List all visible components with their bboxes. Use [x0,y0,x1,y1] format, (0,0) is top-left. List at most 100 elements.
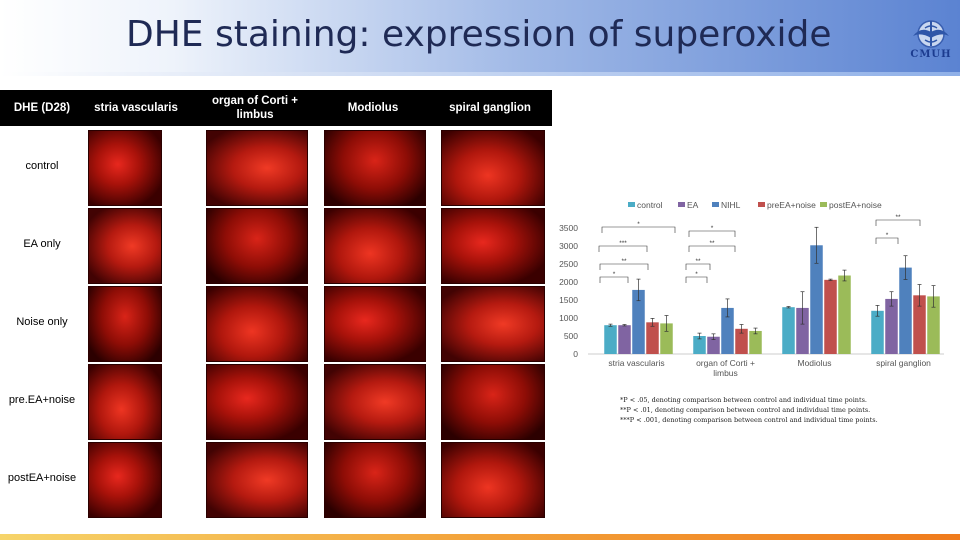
x-tick-label: limbus [713,368,738,378]
legend-swatch [712,202,719,207]
y-tick-label: 3500 [559,223,578,233]
significance-bracket [688,245,736,252]
university-logo-icon [913,20,949,48]
dhe-stain-image [206,442,308,518]
significance-bracket [685,263,711,270]
bar [927,296,940,354]
significance-label: *** [619,240,627,247]
row-label: Noise only [16,316,68,328]
y-tick-label: 1000 [559,313,578,323]
dhe-stain-image [206,208,308,284]
bar [810,245,823,354]
legend-label: NIHL [721,200,741,210]
significance-label: ** [695,258,701,265]
significance-label: * [637,221,640,228]
significance-bracket [688,230,736,237]
dhe-stain-image [441,286,545,362]
significance-bracket [599,263,649,270]
significance-bracket [598,245,648,252]
significance-label: ** [621,258,627,265]
footer-bar [0,534,960,540]
dhe-stain-image [441,208,545,284]
x-tick-label: spiral ganglion [876,358,931,368]
x-tick-label: stria vascularis [608,358,664,368]
row-label: control [25,160,59,172]
bar [899,267,912,354]
significance-label: * [613,271,616,278]
significance-label: ** [709,240,715,247]
column-header: Modiolus [347,102,399,114]
legend-swatch [758,202,765,207]
dhe-stain-image [324,130,426,206]
dhe-stain-image [324,286,426,362]
bar [749,330,762,354]
bar [838,275,851,354]
superoxide-bar-chart: control EA NIHL preEA+noise postEA+noise 0 500… [559,200,944,378]
bar [796,307,809,354]
dhe-stain-image [88,286,162,362]
dhe-image-grid: DHE (D28) stria vascularis organ of Cort… [0,90,552,520]
significance-label: * [886,232,889,239]
dhe-stain-image [88,130,162,206]
dhe-stain-image [441,130,545,206]
bar [632,289,645,354]
bar [782,307,795,354]
bar [871,310,884,354]
footnote: ***P < .001, denoting comparison between… [620,416,878,424]
significance-label: * [695,271,698,278]
legend-label: control [637,200,663,210]
dhe-stain-image [206,286,308,362]
grid-header-row: DHE (D28) stria vascularis organ of Cort… [0,90,552,126]
bar [660,323,673,354]
significance-bracket [685,276,708,283]
bar [693,336,706,354]
dhe-stain-image [206,130,308,206]
row-label: pre.EA+noise [8,394,76,406]
y-tick-label: 3000 [559,241,578,251]
x-tick-label: Modiolus [797,358,831,368]
logo-text: CMUH [910,49,952,60]
y-tick-label: 500 [564,331,578,341]
legend-label: preEA+noise [767,200,816,210]
bar [885,298,898,354]
header-banner [0,0,960,72]
bar [913,295,926,354]
bar [721,307,734,354]
grid-corner-label: DHE (D28) [13,102,71,114]
footnote: *P < .05, denoting comparison between co… [620,396,868,404]
row-label: EA only [23,238,61,250]
legend-swatch [628,202,635,207]
dhe-stain-image [324,442,426,518]
bar [646,322,659,354]
significance-label: ** [895,214,901,221]
column-header: spiral ganglion [449,102,531,114]
significance-bracket [601,226,676,233]
legend-swatch [678,202,685,207]
header-divider [0,72,960,76]
bar [707,336,720,354]
dhe-stain-image [88,442,162,518]
dhe-stain-image [206,364,308,440]
bar [604,325,617,354]
x-tick-label: organ of Corti + [696,358,755,368]
dhe-stain-image [88,364,162,440]
legend-label: EA [687,200,699,210]
y-tick-label: 2500 [559,259,578,269]
dhe-stain-image [324,208,426,284]
column-header: stria vascularis [94,102,178,114]
significance-bracket [875,219,921,226]
significance-bracket [875,237,899,244]
bar [618,325,631,354]
footnote: **P < .01, denoting comparison between c… [620,406,871,414]
bar [824,279,837,354]
dhe-stain-image [88,208,162,284]
column-header: organ of Corti + limbus [212,95,298,121]
y-tick-label: 0 [573,349,578,359]
dhe-stain-image [441,442,545,518]
dhe-stain-image [441,364,545,440]
significance-label: * [711,225,714,232]
significance-bracket [599,276,629,283]
legend-label: postEA+noise [829,200,882,210]
dhe-stain-image [324,364,426,440]
legend-swatch [820,202,827,207]
